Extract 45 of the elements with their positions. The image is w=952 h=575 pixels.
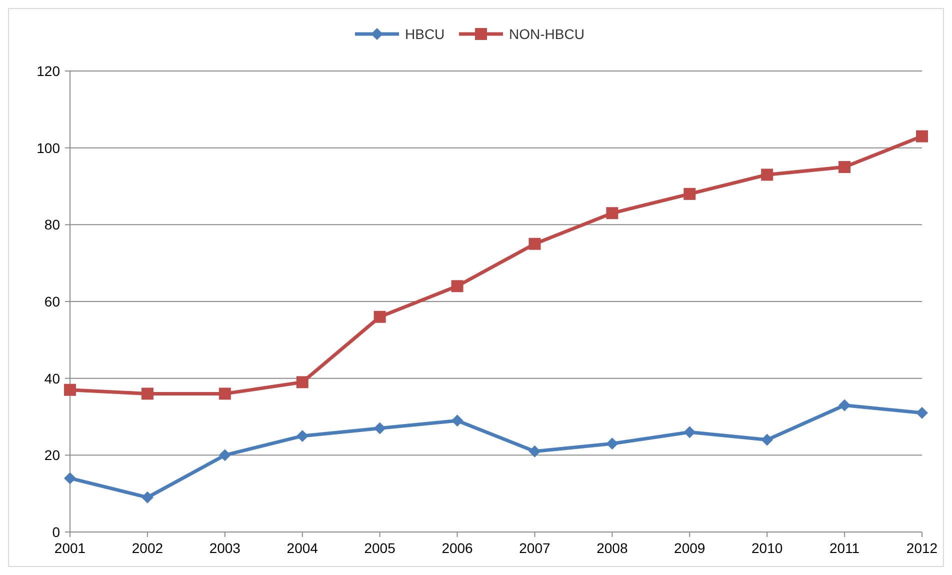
y-tick-label: 40 xyxy=(44,370,60,386)
point xyxy=(916,130,928,142)
x-tick-label: 2010 xyxy=(752,540,783,556)
x-tick-label: 2012 xyxy=(906,540,938,556)
point xyxy=(761,168,774,181)
x-tick-label: 2004 xyxy=(286,540,318,556)
point xyxy=(838,161,851,174)
point xyxy=(141,491,154,504)
point xyxy=(141,388,154,400)
point xyxy=(916,406,928,419)
point xyxy=(374,422,386,434)
point xyxy=(761,434,774,446)
point xyxy=(218,388,231,400)
y-tick-label: 20 xyxy=(44,447,60,464)
point xyxy=(296,430,308,442)
point xyxy=(218,449,231,462)
point xyxy=(528,445,541,458)
point xyxy=(64,472,76,484)
point xyxy=(64,384,76,396)
point xyxy=(684,426,696,438)
x-tick-label: 2011 xyxy=(829,540,860,556)
x-tick-label: 2009 xyxy=(674,540,706,556)
point xyxy=(296,376,308,388)
point xyxy=(684,188,696,200)
y-tick-label: 60 xyxy=(44,294,60,310)
x-tick-label: 2003 xyxy=(209,540,241,556)
legend-label: HBCU xyxy=(405,26,445,42)
point xyxy=(528,238,541,250)
point xyxy=(451,280,464,292)
x-tick-label: 2001 xyxy=(54,540,86,556)
point xyxy=(374,310,386,323)
y-tick-label: 100 xyxy=(36,140,60,156)
point xyxy=(606,438,618,450)
x-tick-label: 2006 xyxy=(442,540,474,556)
x-tick-label: 2005 xyxy=(364,540,396,556)
point xyxy=(451,414,464,427)
y-tick-label: 0 xyxy=(52,524,60,540)
y-tick-label: 120 xyxy=(36,63,60,79)
point xyxy=(606,207,618,220)
x-tick-label: 2002 xyxy=(132,540,164,556)
legend-label: NON-HBCU xyxy=(509,26,584,42)
y-tick-label: 80 xyxy=(44,216,60,233)
x-tick-label: 2007 xyxy=(519,540,551,556)
x-tick-label: 2008 xyxy=(596,540,628,556)
point xyxy=(838,399,851,412)
